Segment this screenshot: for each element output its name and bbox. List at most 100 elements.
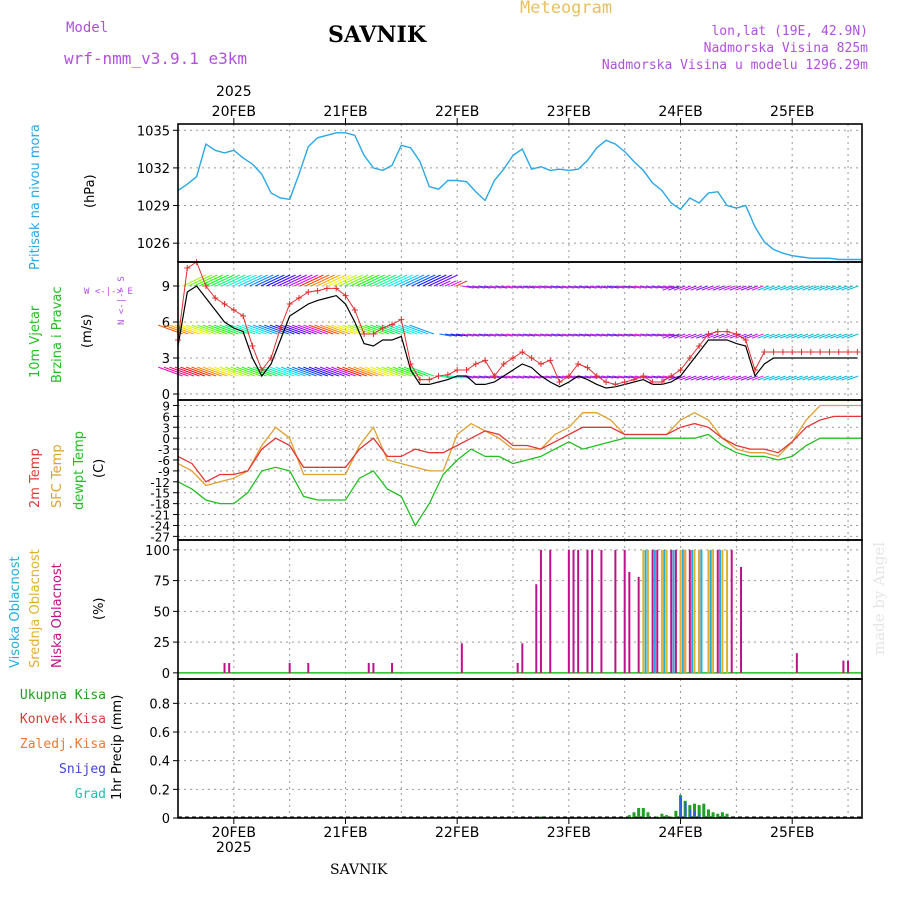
wind-barb — [260, 274, 285, 287]
wind-gust-marker — [230, 307, 237, 313]
precip-snow-bar — [689, 809, 692, 818]
wind-gust-marker — [826, 349, 833, 355]
wind-barb — [763, 375, 775, 381]
wind-barb — [191, 324, 217, 335]
wind-barb — [601, 375, 614, 379]
wind-barb — [444, 333, 457, 337]
precip-total-bar — [697, 805, 701, 818]
wind-barb — [512, 285, 524, 289]
wind-barb — [718, 285, 731, 291]
station-title: SAVNIK — [328, 22, 426, 48]
wind-barb — [690, 333, 703, 339]
wind-barb — [370, 366, 396, 377]
wind-gust-marker — [556, 379, 563, 385]
wind-barb — [361, 274, 386, 287]
wind-barb — [556, 333, 569, 337]
wind-barb — [835, 375, 848, 381]
wind-barb — [310, 274, 335, 287]
wind-barb — [331, 366, 356, 377]
wind-barb — [612, 333, 625, 337]
pressure-line — [177, 132, 862, 261]
wind-barb — [606, 333, 619, 337]
wind-barb — [193, 274, 218, 287]
wind-barb — [506, 333, 519, 337]
y-tick-label: 0.8 — [149, 697, 170, 712]
wind-barb — [612, 375, 625, 379]
wind-barb — [595, 285, 608, 289]
wind-barb — [807, 333, 820, 339]
wind-barb — [684, 285, 697, 291]
wind-barb — [188, 274, 213, 287]
wind-barb — [729, 375, 742, 381]
wind-barb — [846, 285, 859, 291]
wind-gust-marker — [268, 355, 275, 361]
wind-barb — [567, 285, 580, 289]
wind-barb — [746, 285, 758, 291]
wind-barb — [359, 324, 384, 335]
wind-gust-marker — [212, 295, 219, 301]
wind-barb — [824, 375, 837, 381]
y-tick-label: 0 — [162, 812, 170, 827]
wind-barb — [422, 274, 447, 287]
wind-barb — [389, 274, 414, 287]
wind-barb — [484, 333, 497, 337]
wind-barb — [230, 324, 256, 335]
wind-barb — [344, 274, 369, 287]
wind-barb — [818, 375, 831, 381]
y-tick-label: 0 — [162, 388, 170, 403]
wind-barb — [623, 333, 636, 337]
wind-barb — [450, 375, 463, 379]
wind-gust-marker — [379, 325, 386, 331]
wind-barb — [517, 285, 530, 289]
wind-gust-marker — [389, 321, 396, 328]
wind-barb — [359, 366, 384, 377]
wind-barb — [338, 274, 363, 287]
wind-barb — [528, 375, 541, 379]
wind-barb — [640, 333, 653, 337]
wind-gust-marker — [612, 381, 619, 388]
wind-barb — [763, 333, 775, 339]
x-day-label-bottom: 23FEB — [547, 825, 591, 841]
wind-barb — [472, 333, 485, 337]
wind-barb — [394, 274, 419, 287]
wind-barb — [472, 285, 485, 289]
y-tick-label: -24 — [150, 519, 170, 533]
wind-gust-marker — [286, 301, 293, 307]
panel-pressure: 1026 1029 1032 1035 — [137, 124, 862, 262]
wind-barb — [629, 285, 642, 289]
wind-barb — [336, 324, 362, 335]
wind-barb — [813, 375, 825, 381]
wind-barb — [347, 324, 373, 335]
wind-barb — [297, 324, 323, 335]
wind-barb — [774, 285, 786, 291]
wind-barb — [398, 366, 423, 377]
wind-barb — [528, 285, 541, 289]
wind-gust-marker — [202, 283, 209, 289]
wind-barb — [830, 375, 842, 381]
wind-gust-line — [177, 261, 858, 385]
wind-barb — [366, 274, 391, 287]
wind-gust-marker — [351, 307, 358, 313]
precip-snow-bar — [693, 810, 696, 818]
wind-barb — [247, 324, 273, 335]
wind-gust-marker — [854, 349, 861, 355]
wind-gust-marker — [835, 349, 842, 355]
wind-barb — [723, 285, 736, 291]
wind-gust-marker — [361, 331, 368, 337]
y-tick-label: 6 — [162, 316, 170, 331]
model-label: Model — [66, 20, 109, 36]
wind-barb — [409, 324, 435, 335]
wind-gust-marker — [584, 364, 591, 371]
wind-barb — [751, 375, 764, 381]
wind-barb — [266, 274, 291, 287]
precip-snow-bar — [698, 813, 701, 818]
wind-gust-marker — [342, 292, 349, 299]
wind-barb — [807, 285, 820, 291]
wind-barb — [590, 285, 603, 289]
wind-barb — [512, 333, 524, 337]
wind-barb — [802, 375, 814, 381]
wind-barb — [551, 333, 564, 337]
wind-gust-marker — [789, 349, 796, 355]
wind-gust-marker — [258, 367, 265, 373]
wind-barb — [651, 285, 664, 289]
